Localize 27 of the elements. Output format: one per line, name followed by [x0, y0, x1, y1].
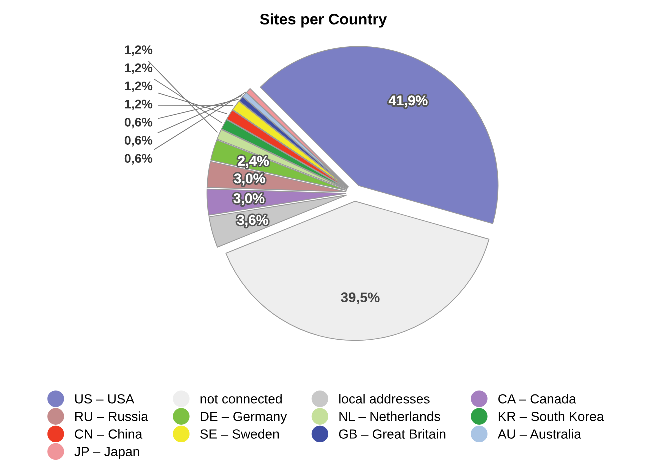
legend-label: local addresses [340, 394, 430, 404]
legend-label: JP – Japan [74, 447, 140, 460]
data-label: 1,2% [125, 46, 153, 56]
legend-label: GB – Great Britain [339, 429, 446, 439]
data-label: 0,6% [124, 118, 153, 129]
data-label: 1,2% [125, 64, 153, 74]
legend-label: CN – China [75, 429, 143, 439]
data-label: 39,5% [341, 292, 380, 305]
legend-label: SE – Sweden [200, 429, 280, 439]
data-label: 3,6% [237, 215, 268, 228]
data-label: 1,2% [125, 100, 153, 111]
legend-label: KR – South Korea [498, 412, 604, 422]
legend-label: not connected [200, 394, 282, 404]
legend-label: RU – Russia [76, 412, 148, 422]
legend-label: DE – Germany [201, 412, 288, 424]
data-label: 2,4% [238, 156, 270, 168]
legend-label: NL – Netherlands [340, 412, 440, 422]
legend-label: CA – Canada [498, 394, 576, 404]
data-label: 3,0% [234, 174, 266, 186]
data-label: 0,6% [124, 136, 153, 147]
legend-label: AU – Australia [498, 429, 582, 439]
data-label: 1,2% [125, 82, 153, 92]
data-label: 41,9% [388, 96, 428, 108]
data-label: 3,0% [234, 194, 265, 206]
data-label: 0,6% [124, 154, 153, 165]
legend-label: US – USA [75, 394, 135, 404]
chart-title: Sites per Country [260, 14, 388, 28]
